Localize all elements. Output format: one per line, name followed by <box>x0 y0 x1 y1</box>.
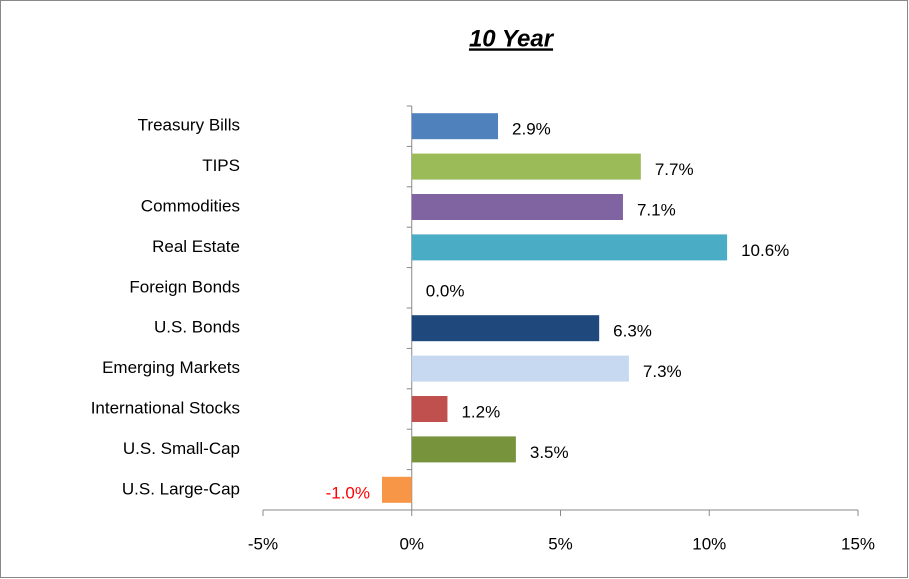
bar <box>411 396 448 422</box>
y-tick-label: U.S. Large-Cap <box>122 479 240 498</box>
y-tick-label: Real Estate <box>152 237 240 256</box>
value-label: 6.3% <box>613 322 652 341</box>
bar <box>411 153 641 180</box>
y-tick-label: Emerging Markets <box>102 358 240 377</box>
bar <box>411 315 600 342</box>
y-tick-label: International Stocks <box>91 398 240 417</box>
bar <box>411 234 728 261</box>
value-label: 3.5% <box>530 443 569 462</box>
value-label: 7.3% <box>643 362 682 381</box>
y-tick-label: TIPS <box>202 156 240 175</box>
value-label: 7.7% <box>655 160 694 179</box>
bar <box>411 113 499 140</box>
bar <box>411 436 516 463</box>
value-label: -1.0% <box>326 483 370 502</box>
y-tick-label: Commodities <box>141 196 240 215</box>
y-tick-label: Treasury Bills <box>138 116 240 135</box>
y-tick-label: U.S. Small-Cap <box>123 439 240 458</box>
bar <box>411 194 623 220</box>
value-label: 10.6% <box>741 241 789 260</box>
bar <box>382 476 412 503</box>
x-tick-label: -5% <box>248 534 278 553</box>
value-label: 2.9% <box>512 120 551 139</box>
value-label: 1.2% <box>461 402 500 421</box>
y-tick-label: U.S. Bonds <box>154 318 240 337</box>
value-label: 0.0% <box>426 281 465 300</box>
y-tick-label: Foreign Bonds <box>129 277 240 296</box>
bar <box>411 355 629 382</box>
x-tick-label: 10% <box>692 534 726 553</box>
x-tick-label: 15% <box>841 534 875 553</box>
x-tick-label: 0% <box>399 534 424 553</box>
value-label: 7.1% <box>637 200 676 219</box>
x-tick-label: 5% <box>548 534 573 553</box>
chart-title: 10 Year <box>469 25 555 52</box>
